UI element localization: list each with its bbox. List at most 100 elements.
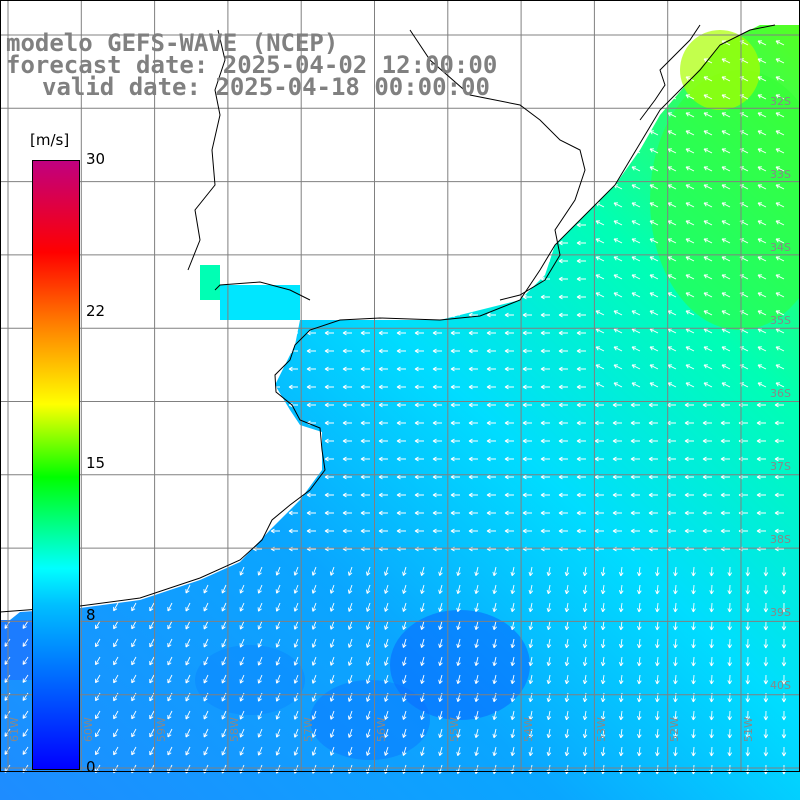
wind-arrow	[649, 220, 659, 226]
wind-arrow	[595, 328, 605, 334]
lat-label: 37S	[770, 460, 791, 473]
wind-arrow	[649, 238, 659, 244]
wind-arrow	[486, 438, 496, 444]
wind-arrow	[384, 638, 389, 648]
wind-arrow	[492, 638, 497, 649]
wind-arrow	[474, 746, 479, 757]
wind-arrow	[655, 620, 660, 631]
wind-arrow	[745, 566, 751, 577]
wind-arrow	[721, 40, 731, 46]
wind-arrow	[757, 346, 767, 352]
wind-arrow	[522, 510, 532, 516]
wind-arrow	[347, 746, 353, 756]
wind-arrow	[684, 510, 694, 516]
wind-arrow	[781, 620, 787, 631]
wind-arrow	[673, 566, 678, 577]
wind-arrow	[757, 310, 767, 316]
wind-arrow	[630, 438, 640, 444]
wind-arrow	[468, 366, 478, 372]
wind-arrow	[149, 674, 155, 684]
wind-arrow	[365, 584, 371, 594]
wind-arrow	[558, 474, 568, 480]
wind-arrow	[655, 584, 660, 595]
wind-arrow	[468, 438, 478, 444]
wind-arrow	[95, 746, 101, 756]
wind-arrow	[396, 438, 406, 444]
wind-arrow	[420, 620, 425, 630]
wind-arrow	[757, 238, 767, 244]
wind-arrow	[612, 528, 622, 534]
wind-arrow	[468, 402, 478, 408]
wind-arrow	[631, 292, 641, 298]
wind-arrow	[721, 148, 731, 154]
wind-arrow	[702, 528, 712, 534]
wind-arrow	[492, 674, 497, 685]
wind-arrow	[450, 438, 460, 444]
wind-arrow	[637, 728, 642, 739]
wind-arrow	[324, 348, 334, 354]
wind-arrow	[329, 602, 335, 612]
wind-arrow	[510, 674, 516, 685]
wind-arrow	[149, 656, 155, 666]
wind-arrow	[685, 130, 695, 136]
wind-arrow	[275, 620, 281, 630]
wind-arrow	[438, 746, 443, 756]
wind-arrow	[558, 312, 568, 318]
wind-arrow	[757, 76, 767, 82]
wind-arrow	[402, 584, 407, 594]
wind-arrow	[781, 710, 787, 721]
wind-arrows	[4, 40, 787, 775]
wind-arrow	[522, 402, 532, 408]
wind-arrow	[450, 492, 460, 498]
wind-arrow	[396, 456, 406, 462]
wind-arrow	[504, 330, 514, 336]
wind-arrow	[450, 510, 460, 516]
wind-arrow	[637, 674, 642, 685]
lon-label: 52W	[668, 717, 681, 742]
wind-arrow	[438, 584, 443, 594]
wind-arrow	[203, 674, 209, 684]
wind-arrow	[221, 656, 227, 666]
wind-arrow	[324, 330, 334, 336]
wind-arrow	[239, 620, 245, 630]
wind-arrow	[239, 602, 245, 612]
wind-arrow	[756, 492, 766, 498]
wind-arrow	[492, 656, 497, 667]
wind-arrow	[456, 620, 461, 631]
wind-arrow	[685, 166, 695, 172]
wind-arrow	[618, 638, 624, 649]
wind-arrow	[293, 584, 299, 594]
wind-arrow	[504, 420, 514, 426]
wind-arrow	[167, 602, 173, 612]
wind-arrow	[257, 728, 263, 738]
wind-arrow	[613, 274, 623, 280]
wind-arrow	[420, 656, 425, 666]
wind-arrow	[522, 420, 532, 426]
wind-arrow	[402, 602, 407, 612]
wind-arrow	[402, 728, 407, 738]
wind-arrow	[450, 348, 460, 354]
wind-arrow	[450, 330, 460, 336]
wind-arrow	[756, 420, 766, 426]
wind-arrow	[203, 656, 209, 666]
wind-arrow	[774, 402, 784, 408]
wind-arrow	[324, 492, 334, 498]
wind-arrow	[685, 310, 695, 316]
wind-arrow	[775, 112, 785, 118]
wind-arrow	[649, 148, 659, 154]
wind-arrow	[684, 492, 694, 498]
wind-arrow	[288, 330, 298, 336]
wind-arrow	[673, 728, 678, 739]
wind-arrow	[306, 510, 316, 516]
wind-arrow	[528, 638, 534, 649]
wind-arrow	[167, 710, 173, 720]
wind-arrow	[438, 674, 443, 684]
wind-arrow	[342, 510, 352, 516]
wind-arrow	[612, 420, 622, 426]
wind-arrow	[594, 510, 604, 516]
wind-arrow	[745, 710, 751, 721]
wind-arrow	[781, 584, 787, 595]
wind-arrow	[378, 402, 388, 408]
wind-arrow	[685, 220, 695, 226]
wind-arrow	[468, 420, 478, 426]
